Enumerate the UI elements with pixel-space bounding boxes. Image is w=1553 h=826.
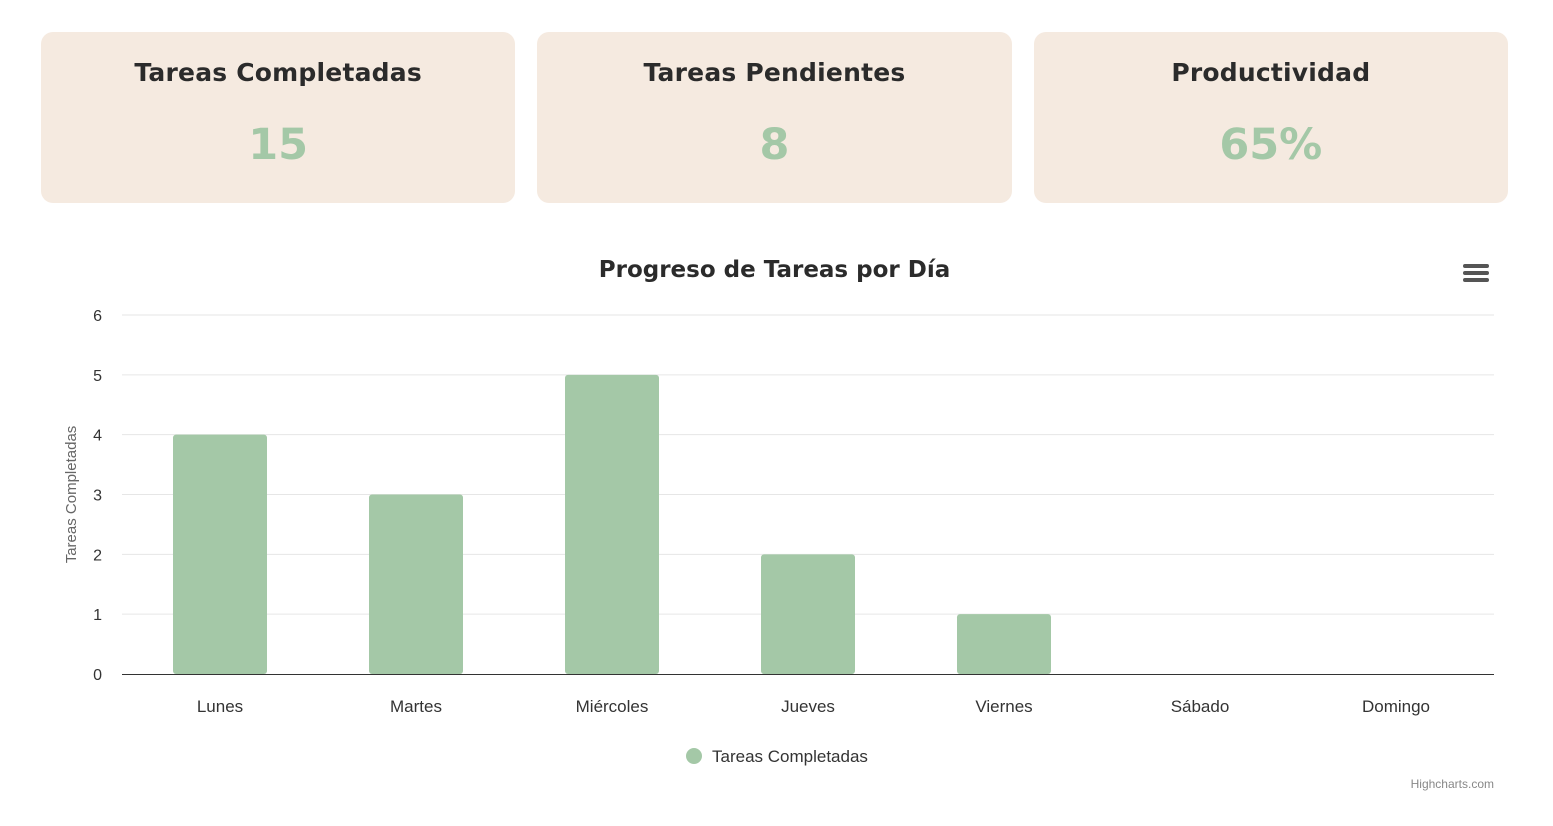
- card-pending-tasks: Tareas Pendientes 8: [537, 32, 1012, 203]
- bar: [369, 494, 463, 674]
- x-tick-label: Jueves: [781, 697, 835, 716]
- legend-marker[interactable]: [686, 748, 702, 764]
- x-tick-label: Martes: [390, 697, 442, 716]
- x-tick-label: Viernes: [975, 697, 1032, 716]
- x-tick-label: Domingo: [1362, 697, 1430, 716]
- card-value: 15: [248, 120, 309, 170]
- card-completed-tasks: Tareas Completadas 15: [41, 32, 516, 203]
- card-value: 8: [759, 120, 790, 170]
- y-tick-label: 2: [93, 547, 102, 564]
- card-title: Tareas Completadas: [134, 58, 422, 87]
- y-tick-label: 3: [93, 488, 102, 505]
- card-title: Tareas Pendientes: [643, 58, 906, 87]
- x-tick-label: Miércoles: [576, 697, 649, 716]
- bar: [565, 374, 659, 674]
- y-tick-label: 4: [93, 428, 102, 445]
- x-tick-label: Lunes: [197, 697, 243, 716]
- x-tick-label: Sábado: [1171, 697, 1230, 716]
- summary-cards: Tareas Completadas 15 Tareas Pendientes …: [41, 32, 1508, 203]
- card-value: 65%: [1219, 120, 1323, 170]
- card-productivity: Productividad 65%: [1033, 32, 1508, 203]
- y-tick-label: 0: [93, 667, 102, 684]
- bar: [761, 554, 855, 674]
- hamburger-menu-icon[interactable]: [1463, 262, 1489, 284]
- tasks-chart: Progreso de Tareas por Día 0 1 2 3 4 5 6 Tareas…: [41, 240, 1508, 810]
- credits-link[interactable]: Highcharts.com: [1410, 777, 1494, 791]
- bar: [173, 434, 267, 674]
- bar: [957, 614, 1051, 674]
- y-axis-label: Tareas Completadas: [63, 426, 80, 564]
- legend-item-label[interactable]: Tareas Completadas: [712, 747, 868, 766]
- chart-plot: 0 1 2 3 4 5 6 Tareas Completadas Lunes Martes Miér…: [63, 308, 1494, 766]
- y-tick-label: 6: [93, 308, 102, 325]
- card-title: Productividad: [1171, 58, 1371, 87]
- y-tick-label: 1: [93, 607, 102, 624]
- chart-title: Progreso de Tareas por Día: [598, 257, 951, 283]
- y-tick-label: 5: [93, 368, 102, 385]
